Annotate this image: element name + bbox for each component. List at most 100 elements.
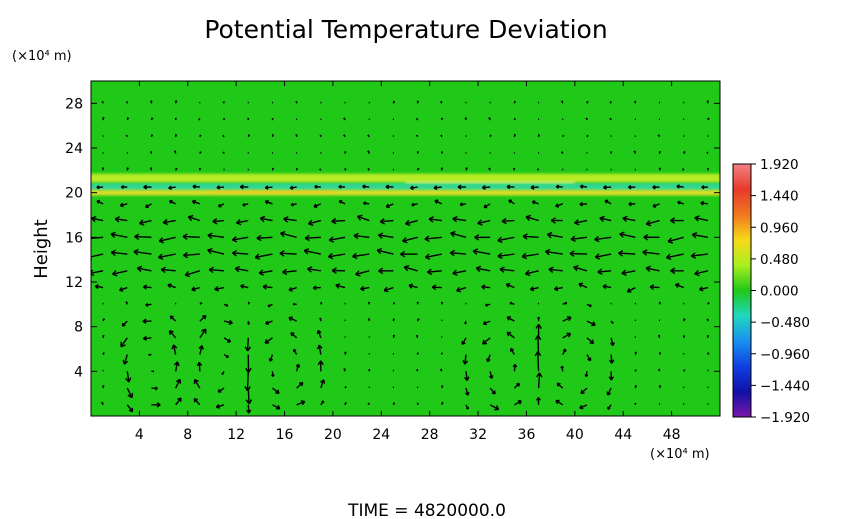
wind-vector	[126, 387, 133, 398]
wind-vector-head	[609, 101, 612, 103]
wind-vector	[134, 235, 152, 239]
wind-vector-head	[102, 352, 105, 354]
wind-vector-head	[110, 249, 117, 257]
wind-vector	[537, 335, 540, 355]
wind-vector-head	[561, 151, 564, 153]
wind-vector-head	[621, 269, 627, 276]
wind-vector-head	[122, 359, 129, 365]
wind-vector-head	[599, 215, 605, 223]
wind-vector	[172, 344, 177, 355]
wind-vector-head	[360, 285, 365, 292]
wind-vector-head	[193, 397, 199, 403]
wind-vector-head	[362, 201, 367, 206]
wind-vector-head	[465, 167, 468, 170]
colorbar-tick-label: −1.920	[760, 410, 810, 426]
wind-vector-head	[707, 302, 710, 304]
wind-vector	[193, 379, 201, 389]
wind-vector-head	[464, 117, 468, 119]
wind-vector-head	[683, 150, 686, 153]
wind-vector	[570, 236, 588, 240]
wind-vector	[159, 236, 176, 242]
wind-vector-head	[521, 252, 527, 260]
temperature-band	[91, 189, 720, 196]
wind-vector-head	[579, 184, 584, 189]
wind-vector-head	[231, 236, 238, 243]
wind-vector-head	[578, 282, 584, 288]
wind-vector-head	[509, 301, 513, 305]
wind-vector	[260, 217, 273, 222]
wind-vector-head	[622, 215, 628, 223]
wind-vector-head	[410, 185, 414, 191]
wind-vector	[352, 253, 370, 258]
wind-vector-head	[247, 322, 250, 325]
wind-vector-head	[138, 219, 145, 226]
wind-vector-head	[150, 100, 153, 103]
wind-vector-head	[698, 286, 704, 292]
wind-vector	[555, 399, 564, 406]
wind-vector-head	[327, 252, 334, 260]
wind-vector-head	[175, 378, 182, 384]
wind-vector	[497, 236, 515, 242]
wind-vector-head	[317, 360, 324, 366]
y-tick-label: 16	[65, 230, 83, 246]
wind-vector-head	[652, 184, 656, 190]
wind-vector-head	[670, 267, 676, 275]
wind-vector-head	[529, 286, 535, 292]
wind-vector-head	[440, 134, 443, 137]
wind-vector-head	[428, 216, 434, 223]
wind-vector	[642, 251, 660, 255]
wind-vector-head	[120, 341, 126, 348]
wind-vector	[158, 253, 176, 259]
wind-vector-head	[441, 385, 444, 387]
wind-vector-head	[706, 318, 709, 321]
wind-vector	[562, 316, 572, 322]
wind-vector-head	[169, 315, 174, 320]
wind-vector-head	[691, 231, 698, 239]
y-axis-label: Height	[31, 219, 52, 279]
wind-vector-head	[670, 217, 676, 224]
wind-vector-head	[400, 250, 406, 258]
wind-vector	[126, 404, 134, 413]
wind-vector-head	[134, 233, 140, 241]
wind-vector	[667, 236, 684, 243]
y-tick-label: 8	[74, 320, 83, 336]
wind-vector-head	[694, 269, 700, 277]
wind-vector-head	[464, 322, 467, 325]
wind-vector-head	[290, 332, 295, 337]
wind-vector-head	[338, 184, 342, 189]
wind-vector-head	[101, 100, 104, 103]
wind-vector	[110, 233, 128, 239]
wind-vector-head	[579, 404, 584, 410]
wind-vector	[476, 267, 491, 272]
wind-vector-head	[440, 100, 443, 103]
wind-vector-head	[586, 100, 589, 103]
wind-vector	[279, 252, 297, 255]
wind-vector-head	[461, 340, 466, 346]
wind-vector-head	[247, 117, 250, 120]
wind-vector-head	[494, 405, 500, 411]
y-tick-label: 24	[65, 141, 83, 157]
wind-vector-head	[157, 253, 164, 260]
wind-vector-head	[227, 338, 232, 343]
wind-vector-head	[609, 117, 612, 120]
wind-vector-head	[256, 234, 262, 242]
wind-vector-head	[118, 287, 124, 292]
wind-vector	[236, 219, 249, 224]
wind-vector-head	[208, 266, 214, 274]
wind-vector-head	[618, 250, 624, 257]
wind-vector-head	[367, 134, 370, 137]
wind-vector	[320, 379, 325, 389]
wind-vector	[562, 332, 571, 339]
wind-vector	[192, 200, 201, 205]
wind-vector	[477, 219, 491, 225]
wind-vector-head	[694, 215, 700, 222]
wind-vector	[450, 232, 467, 239]
wind-vector	[579, 404, 588, 409]
wind-vector	[525, 270, 539, 275]
y-tick-label: 4	[74, 364, 83, 380]
time-label: TIME = 4820000.0	[347, 501, 506, 519]
wind-vector-head	[464, 376, 470, 382]
wind-vector-head	[235, 218, 242, 226]
wind-vector	[506, 283, 515, 289]
wind-vector	[621, 270, 636, 275]
